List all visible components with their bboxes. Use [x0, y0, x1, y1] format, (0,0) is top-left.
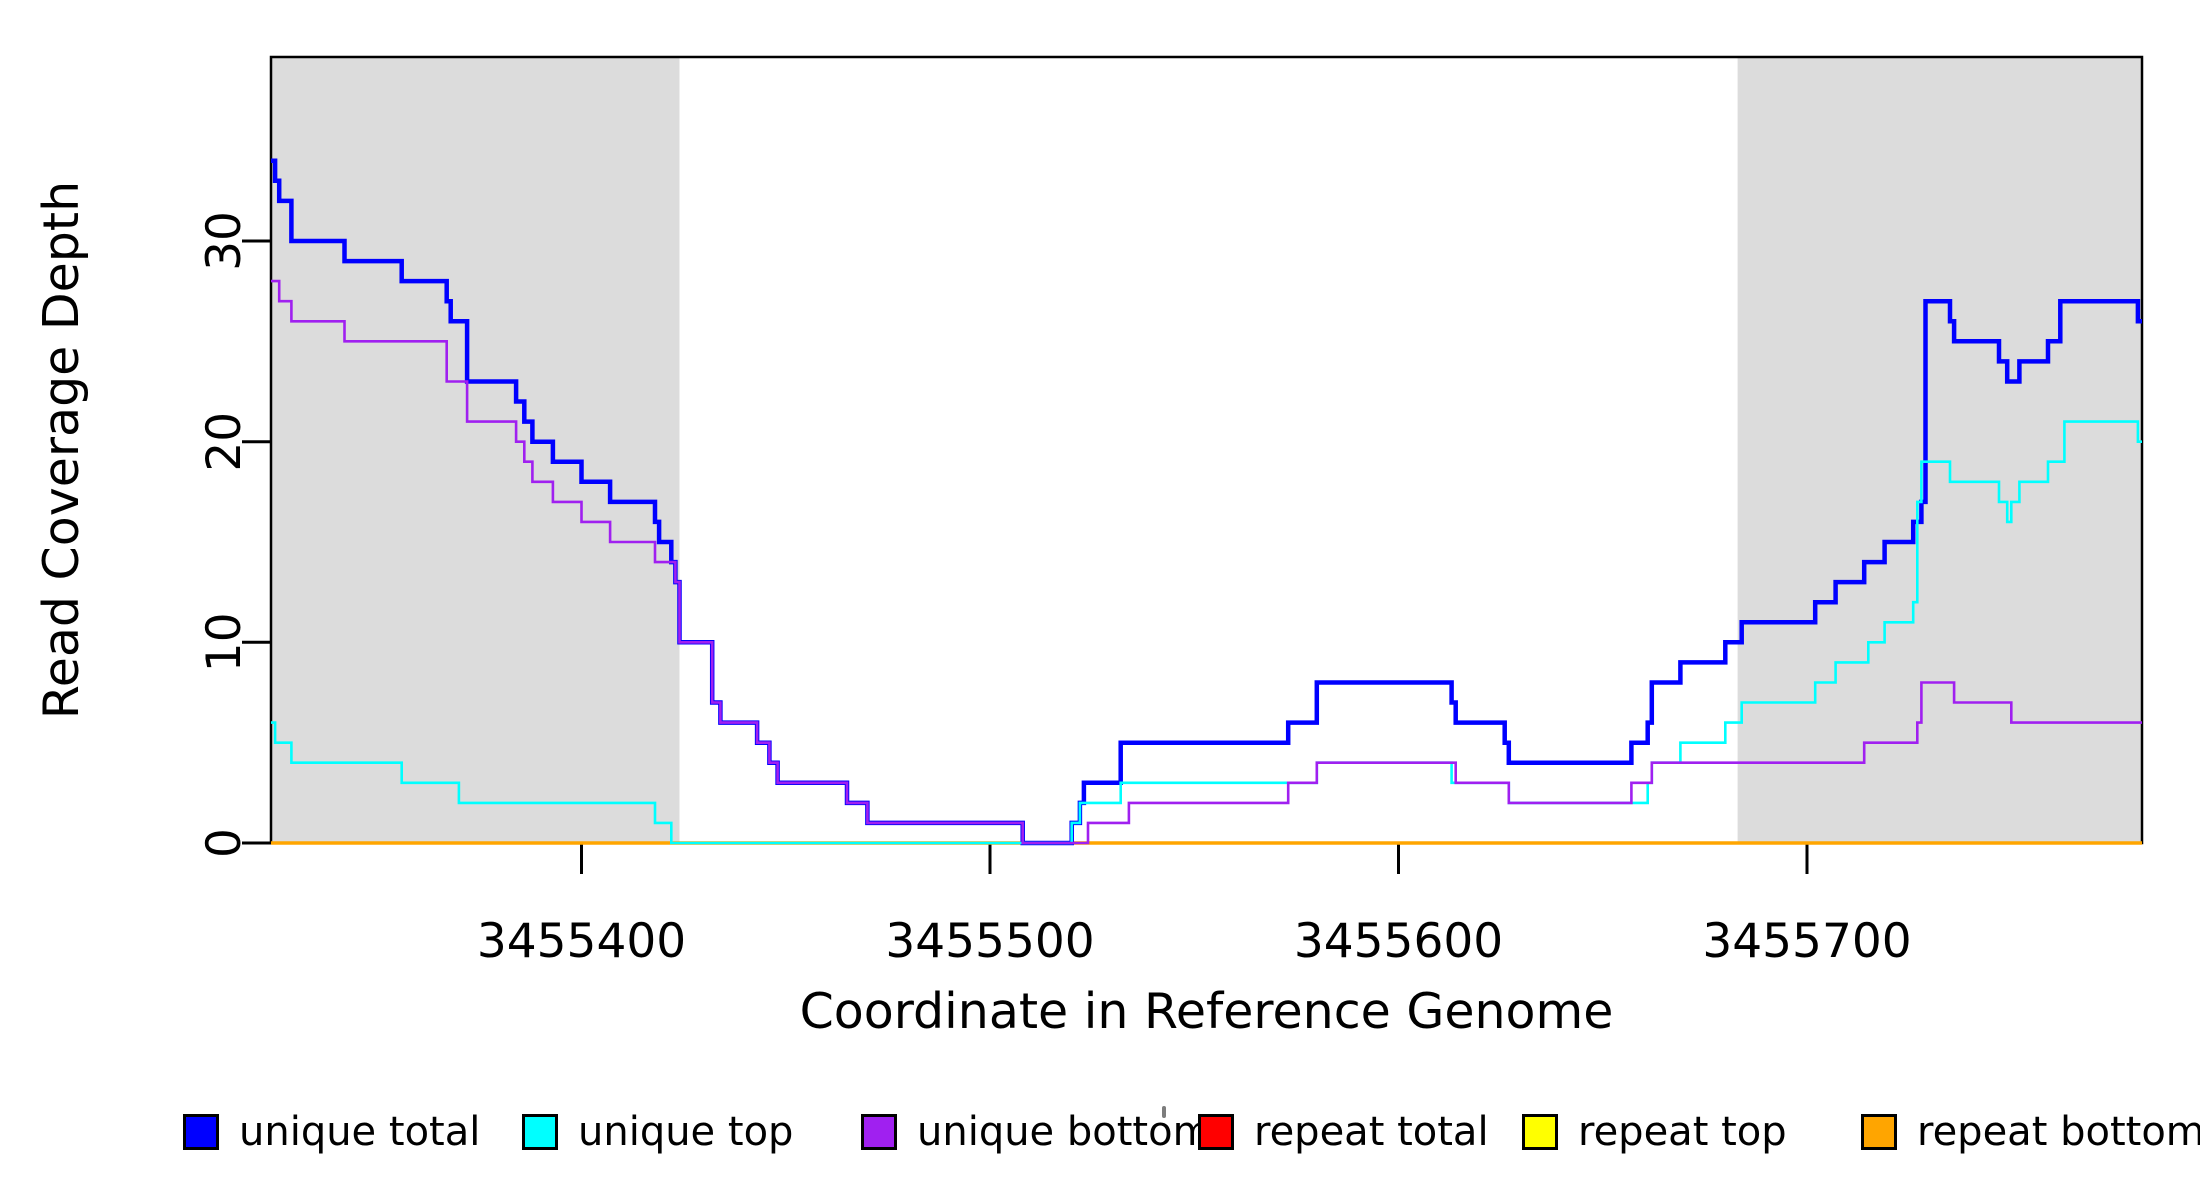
y-tick-label: 20: [197, 412, 252, 472]
x-tick-label: 3455400: [477, 914, 686, 969]
x-tick-label: 3455500: [885, 914, 1094, 969]
stray-mark: [1162, 1106, 1166, 1118]
y-tick-label: 0: [197, 828, 252, 858]
shaded-region-2: [1737, 57, 2142, 843]
y-tick-label: 10: [197, 612, 252, 672]
x-tick-label: 3455700: [1702, 914, 1911, 969]
y-axis-title: Read Coverage Depth: [33, 181, 90, 719]
shaded-region-1: [271, 57, 680, 843]
series-unique-bottom: [271, 279, 2142, 845]
y-tick-label: 30: [197, 211, 252, 271]
series-unique-top: [271, 420, 2142, 845]
x-axis-title: Coordinate in Reference Genome: [800, 983, 1614, 1040]
x-tick-label: 3455600: [1294, 914, 1503, 969]
